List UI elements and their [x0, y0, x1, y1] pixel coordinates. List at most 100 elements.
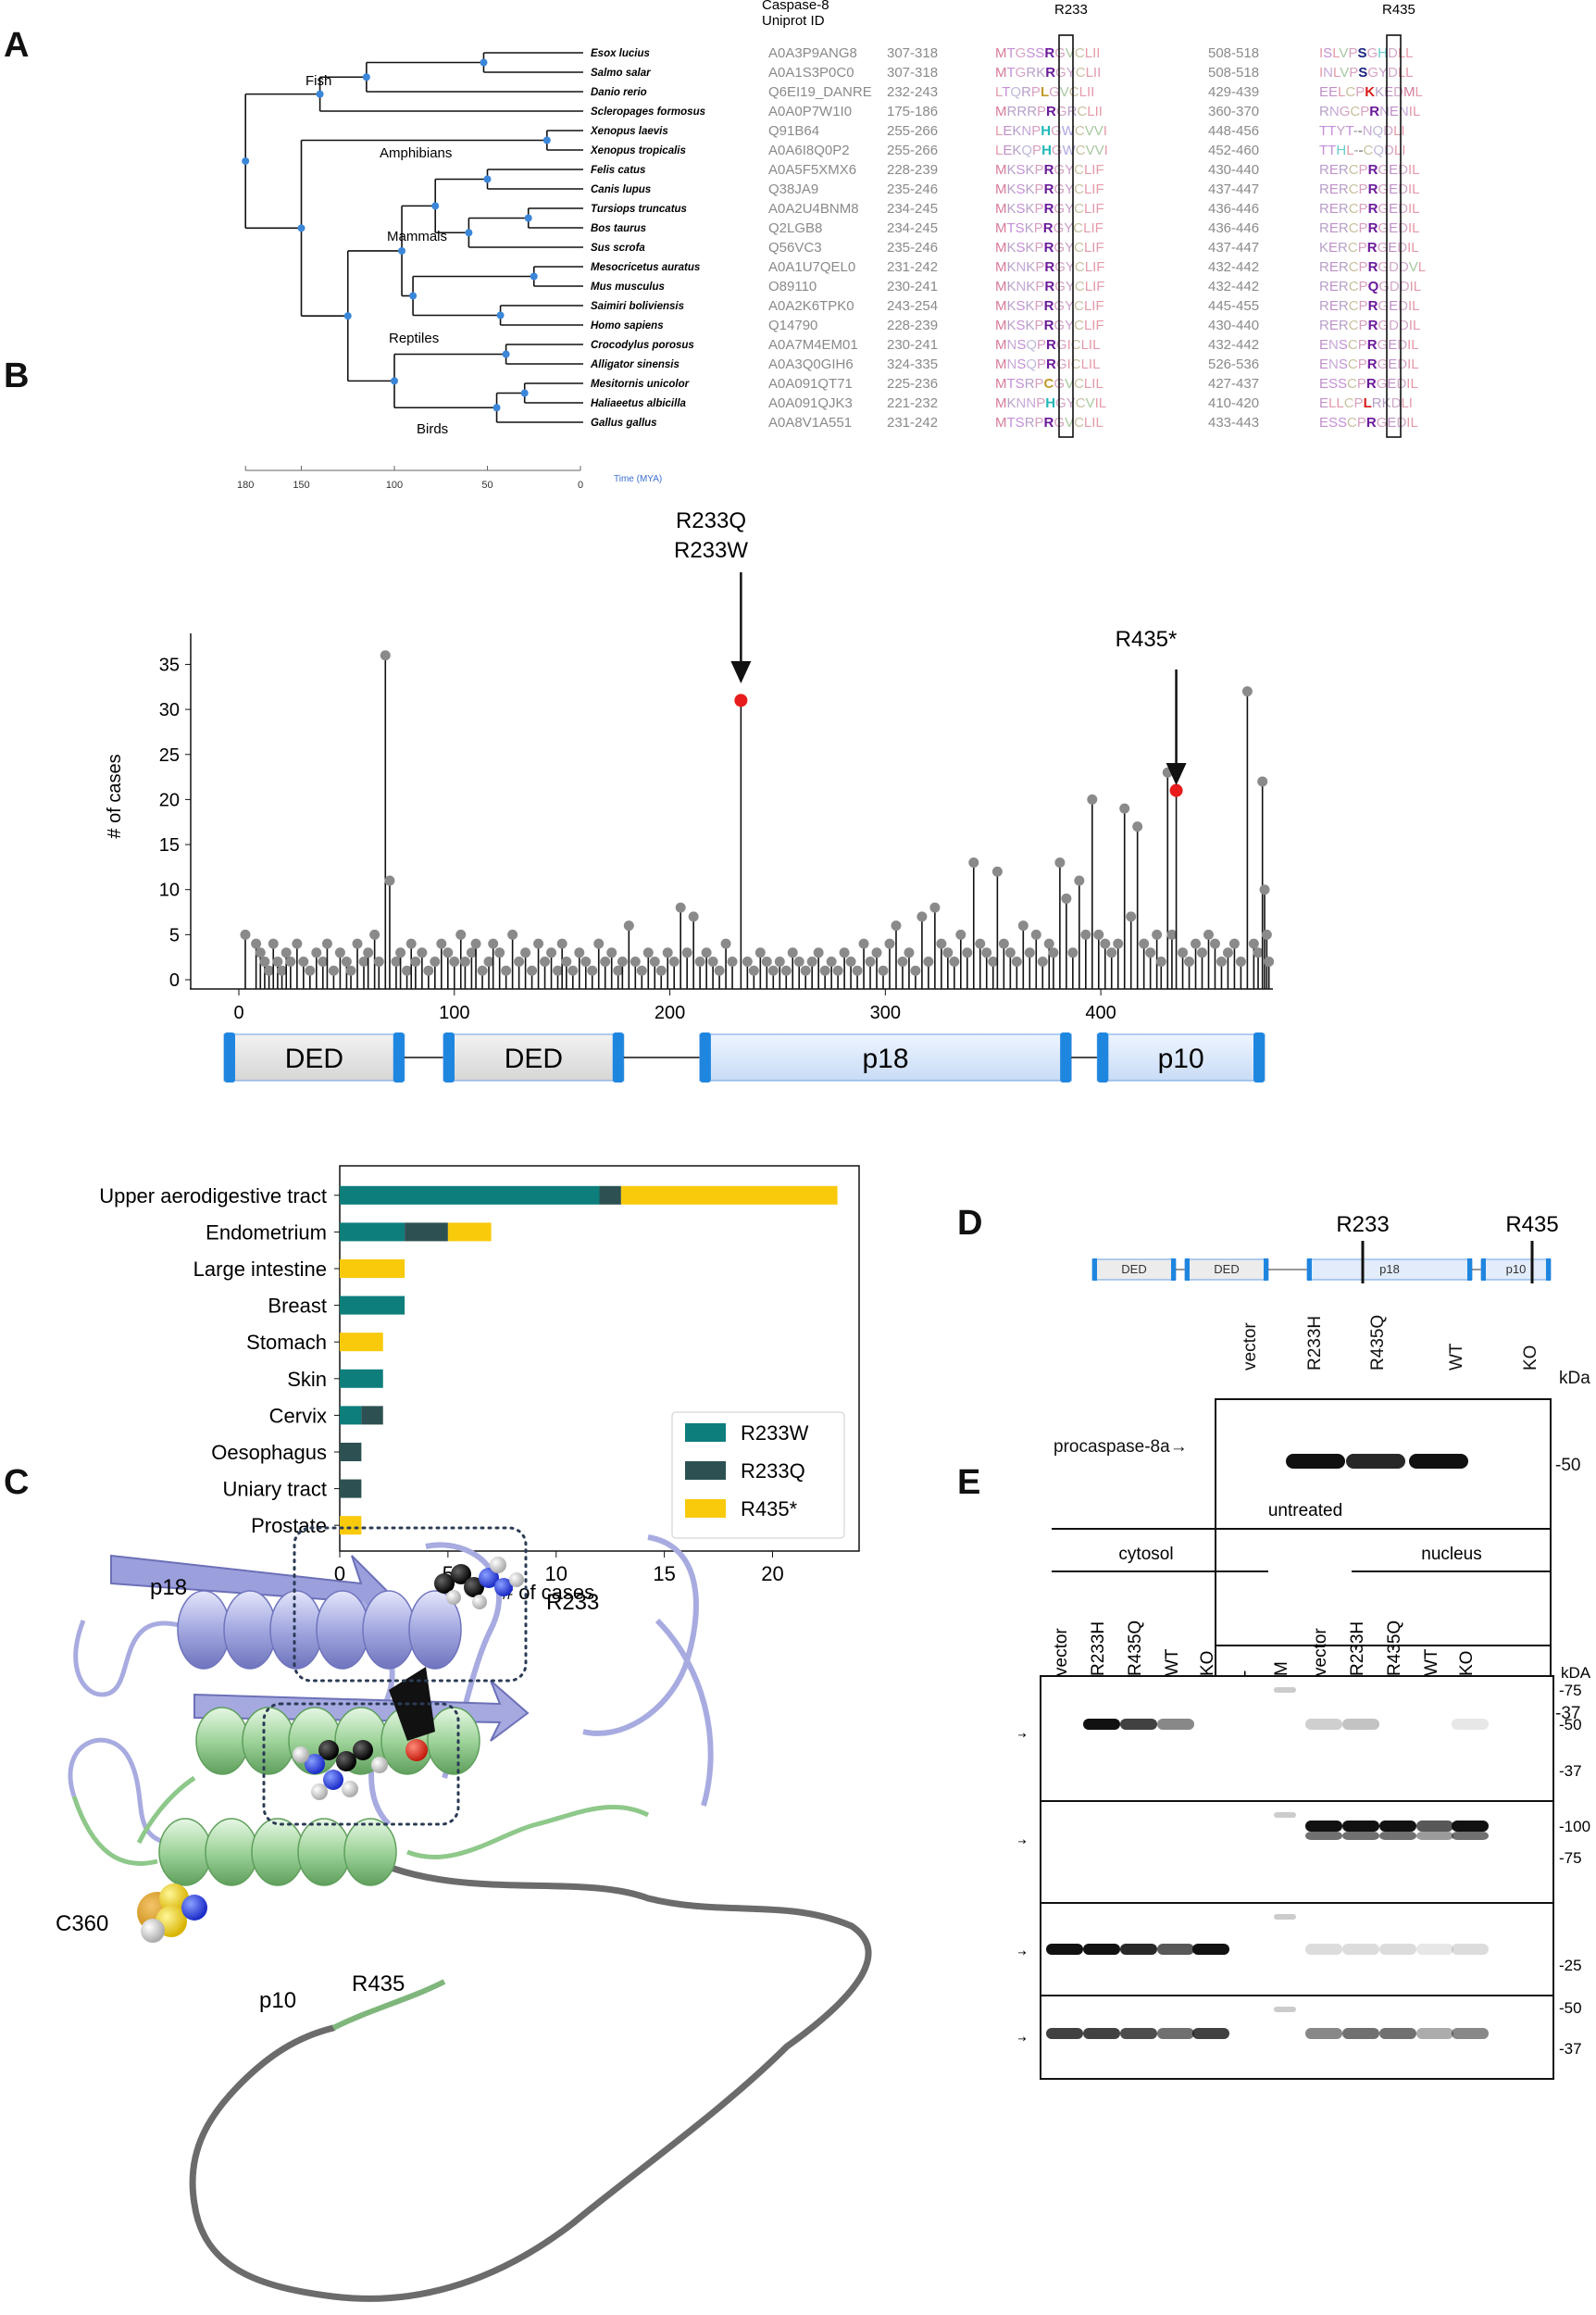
lollipop-point	[1222, 947, 1233, 958]
lane-label-e: WT	[1163, 1648, 1182, 1676]
bar-category-label: Skin	[287, 1368, 327, 1391]
band	[1342, 1944, 1379, 1955]
lollipop-point	[533, 938, 544, 949]
time-tick-label: 50	[481, 480, 493, 491]
label-r233: R233	[546, 1590, 599, 1615]
residue-range-2: 452-460	[1208, 143, 1259, 158]
lollipop-point	[255, 947, 266, 958]
band	[1046, 1944, 1083, 1955]
sequence-2: ISLVPSGHDLL	[1319, 45, 1414, 61]
residue-range-1: 175-186	[887, 104, 938, 119]
uniprot-id: A0A091QT71	[768, 376, 853, 392]
lollipop-point	[593, 938, 605, 949]
sequence-1: MKSKPRGYCLIF	[995, 318, 1104, 333]
sequence-2: RERCPRGEDIL	[1319, 162, 1419, 178]
e-blots: procaspase-8a→PARP1→FADD→actin→-75-50-37…	[1018, 1675, 1590, 2080]
uniprot-id: Q2LGB8	[768, 220, 822, 236]
band	[1083, 2028, 1120, 2039]
y-tick-label: 0	[169, 970, 180, 991]
lollipop-point	[904, 947, 915, 958]
lollipop-point	[865, 957, 876, 968]
bar-category-label: Prostate	[251, 1514, 327, 1537]
bar-frame	[339, 1165, 860, 1552]
species-name: Mesocricetus auratus	[591, 262, 700, 273]
sequence-1: MKNNPHGYCVIL	[995, 395, 1106, 411]
lollipop-point	[942, 947, 954, 958]
tree-node	[524, 214, 532, 222]
uniprot-id: Q38JA9	[768, 181, 818, 197]
residue-range-2: 432-442	[1208, 259, 1259, 275]
bar-category-label: Breast	[268, 1295, 327, 1318]
bar-segment-r233w	[340, 1185, 600, 1205]
domain-schematic: DED DED p18 p10 R233 R435	[1091, 1212, 1559, 1283]
lollipop-point	[694, 957, 705, 968]
band	[1452, 1821, 1489, 1832]
bar-legend: R233W R233Q R435*	[671, 1411, 845, 1539]
sequence-2: RNGCPRNENIL	[1319, 104, 1420, 119]
lollipop-stems	[240, 650, 1275, 989]
lollipop-point	[546, 947, 557, 958]
clade-labels: Fish Amphibians Mammals Reptiles Birds	[305, 73, 452, 437]
schematic-cap	[1092, 1258, 1097, 1281]
domain-label: DED	[505, 1044, 563, 1074]
lollipop-point	[556, 938, 567, 949]
lollipop-point	[561, 957, 572, 968]
blot-e-label: PARP1→	[1018, 1830, 1029, 1849]
band	[1305, 1719, 1342, 1730]
schematic-cap	[1546, 1258, 1551, 1281]
x-tick-label: 15	[653, 1562, 675, 1585]
lollipop-point	[520, 947, 531, 958]
lane-label-e: -	[1235, 1671, 1254, 1676]
annotation-arrowhead	[1166, 763, 1187, 785]
lollipop-point	[720, 938, 731, 949]
tree-nodes	[242, 58, 551, 412]
lollipop-point	[649, 957, 660, 968]
residue-range-1: 234-245	[887, 220, 938, 236]
r435-annotation: R435*	[1116, 627, 1178, 652]
species-name: Tursiops truncatus	[591, 204, 687, 215]
lollipop-point	[600, 957, 611, 968]
lollipop-point	[540, 957, 551, 968]
lollipop-point	[477, 965, 488, 976]
green-loop-mid	[136, 1775, 196, 1845]
lollipop-point	[714, 965, 725, 976]
domain-cap	[1253, 1032, 1265, 1082]
lollipop-point	[1241, 686, 1253, 697]
bar-segment-r233w	[340, 1222, 405, 1242]
bar-chart-content: Upper aerodigestive tract Endometrium Larg…	[99, 1165, 860, 1585]
lollipop-point	[1017, 920, 1029, 932]
time-axis-label: Time (MYA)	[614, 474, 662, 484]
lollipop-point	[341, 957, 352, 968]
lollipop-point	[352, 938, 363, 949]
residue-range-1: 225-236	[887, 376, 938, 392]
lollipop-point	[298, 957, 309, 968]
sequence-2: RERCPRGDDIL	[1319, 318, 1420, 333]
lollipop-point	[1203, 929, 1214, 940]
bar-category-label: Large intestine	[193, 1258, 327, 1281]
species-name: Xenopus laevis	[590, 126, 668, 137]
lollipop-point	[991, 866, 1003, 877]
residue-range-1: 231-242	[887, 415, 938, 431]
band	[1120, 2028, 1157, 2039]
lollipop-point	[1178, 947, 1189, 958]
marker-lane-band	[1274, 1914, 1296, 1920]
species-name: Danio rerio	[591, 87, 647, 98]
sequence-1: MKSKPRGYCLIF	[995, 201, 1104, 217]
schematic-domain-label: p10	[1506, 1262, 1527, 1276]
species-name: Gallus gallus	[591, 418, 657, 429]
sequence-2: ELLCPLRKDLI	[1319, 395, 1413, 411]
lollipop-point	[688, 911, 699, 922]
marker-lane-band	[1274, 1687, 1296, 1693]
blot-d-procaspase	[1215, 1398, 1552, 1650]
lollipop-point	[281, 947, 292, 958]
lollipop-point	[826, 957, 837, 968]
lollipop-point	[871, 947, 882, 958]
residue-range-2: 427-437	[1208, 376, 1259, 392]
panel-e-figure: untreated cytosol nucleus vector R233H R43…	[1018, 1501, 1591, 2080]
schematic-cap	[1467, 1258, 1472, 1281]
uniprot-id: A0A0P7W1I0	[768, 104, 852, 119]
sequence-2: INLVPSGYDLL	[1319, 65, 1414, 81]
tree-node	[409, 292, 418, 300]
legend-swatch	[685, 1423, 726, 1442]
blot-e-label: FADD→	[1018, 1941, 1029, 1960]
